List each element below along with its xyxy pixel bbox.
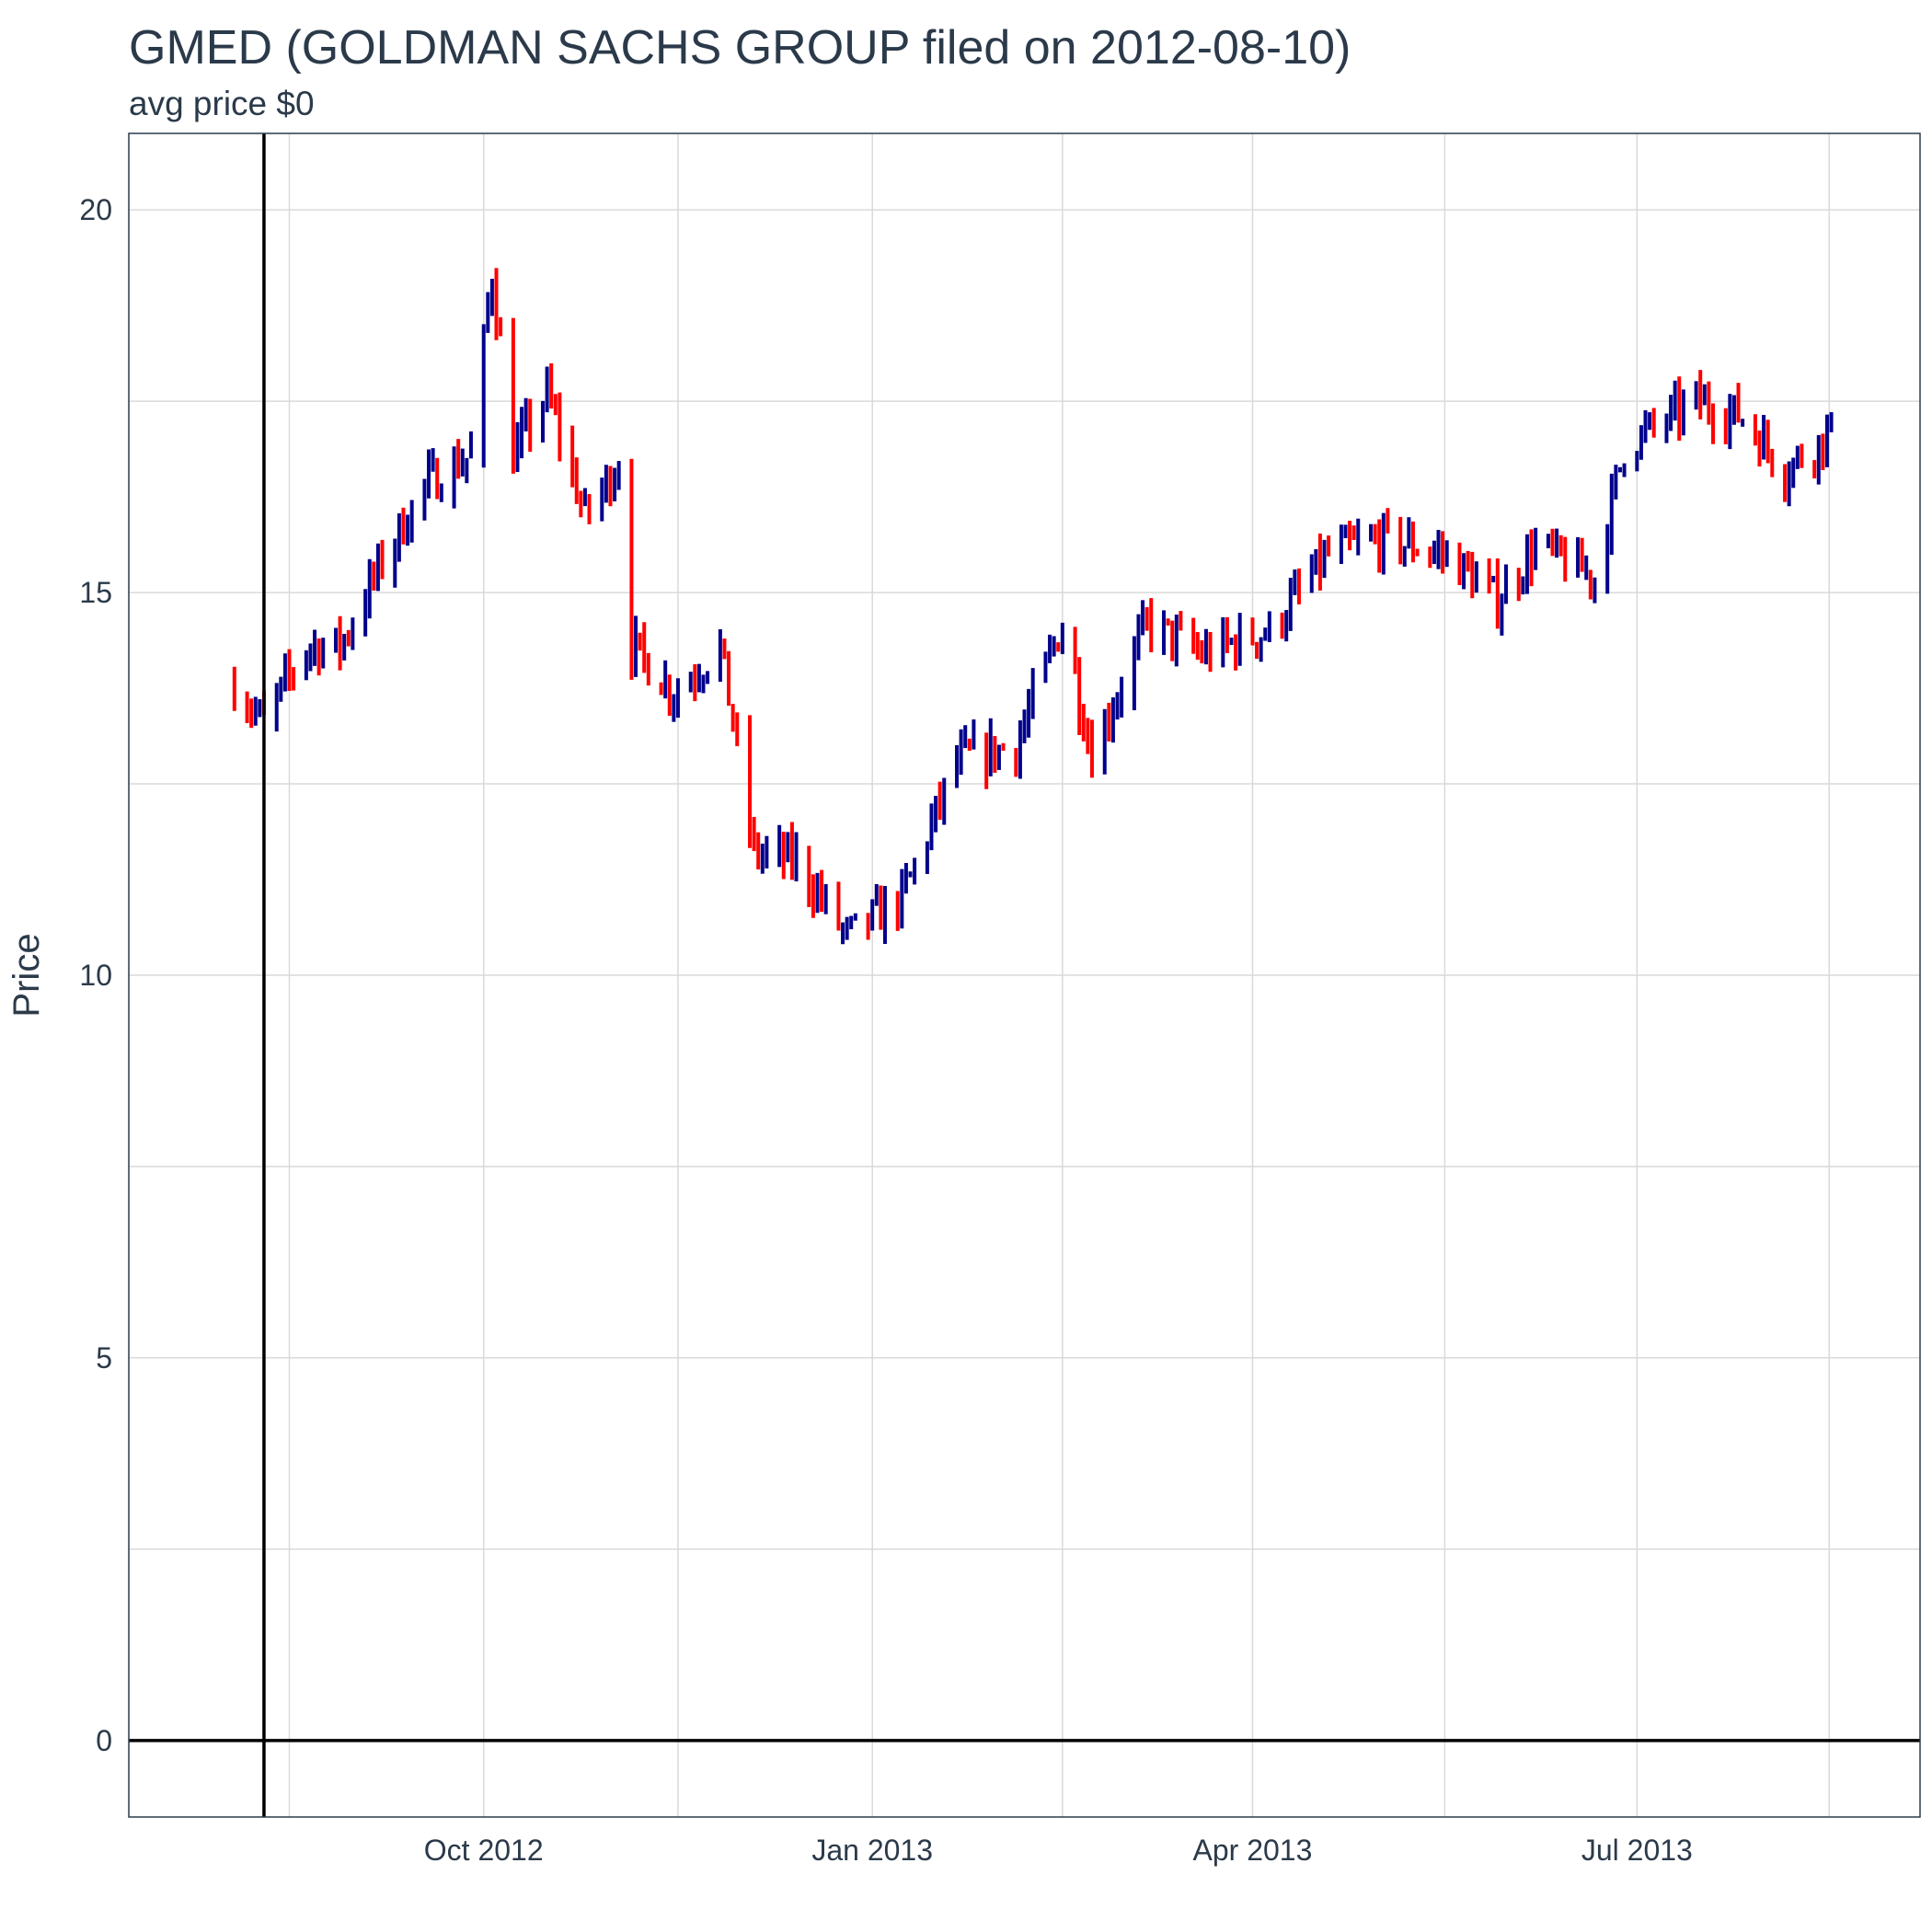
chart-subtitle: avg price $0 [129, 85, 315, 122]
x-tick-labels: Oct 2012 Jan 2013 Apr 2013 Jul 2013 [424, 1834, 1693, 1867]
y-tick-label: 15 [79, 576, 112, 609]
x-tick-label: Jul 2013 [1581, 1834, 1693, 1867]
y-tick-label: 0 [96, 1724, 112, 1757]
reference-lines [129, 133, 1920, 1817]
y-tick-label: 20 [79, 193, 112, 226]
y-tick-label: 5 [96, 1341, 112, 1374]
x-tick-label: Apr 2013 [1193, 1834, 1313, 1867]
y-axis-title: Price [6, 933, 47, 1017]
x-tick-label: Jan 2013 [811, 1834, 933, 1867]
x-tick-label: Oct 2012 [424, 1834, 544, 1867]
y-tick-label: 10 [79, 959, 112, 992]
grid-layer [129, 133, 1920, 1817]
chart-title: GMED (GOLDMAN SACHS GROUP filed on 2012-… [129, 21, 1351, 75]
ohlc-bars [232, 268, 1834, 945]
plot-frame [128, 132, 1921, 1818]
y-tick-labels: 0 5 10 15 20 [79, 193, 112, 1757]
